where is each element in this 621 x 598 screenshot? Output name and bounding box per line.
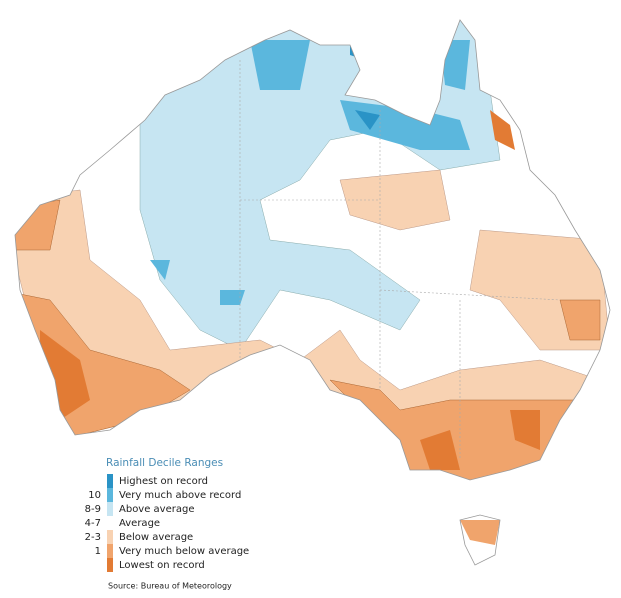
legend: Highest on record 10 Very much above recor… [85,474,249,572]
legend-swatch [107,488,113,502]
legend-label: Below average [119,532,193,543]
legend-label: Very much below average [119,546,249,557]
legend-decile: 4-7 [85,518,101,529]
legend-swatch [107,544,113,558]
legend-swatch [107,558,113,572]
legend-label: Highest on record [119,476,208,487]
legend-decile: 8-9 [85,504,101,515]
legend-title: Rainfall Decile Ranges [106,457,223,469]
legend-label: Average [119,518,160,529]
legend-decile: 2-3 [85,532,101,543]
legend-swatch [107,502,113,516]
legend-swatch [107,474,113,488]
legend-label: Above average [119,504,195,515]
legend-decile: 10 [88,490,101,501]
source: Source: Bureau of Meteorology [108,582,232,591]
legend-label: Lowest on record [119,560,205,571]
legend-label: Very much above record [119,490,241,501]
legend-swatch [107,516,113,530]
legend-decile: 1 [95,546,101,557]
legend-swatch [107,530,113,544]
